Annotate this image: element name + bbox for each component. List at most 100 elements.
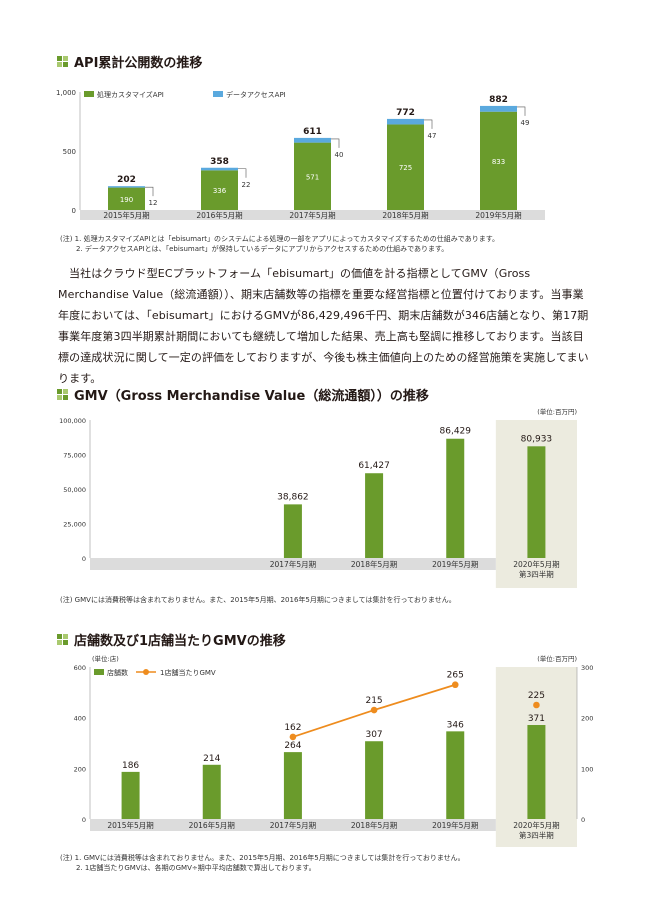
- gmv-bar-label: 80,933: [521, 434, 553, 444]
- unit-label: (単位:百万円): [537, 407, 577, 416]
- unit-right-label: (単位:百万円): [537, 654, 577, 663]
- legend-swatch-stores: [94, 669, 104, 675]
- store-bar: [121, 771, 140, 819]
- x-tick-label: 2015年5月期: [103, 210, 149, 220]
- x-tick-label: 2017年5月期: [289, 210, 335, 220]
- section-bullet-icon: [57, 56, 68, 67]
- leader-line: [238, 168, 247, 178]
- bar-value-customize: 833: [492, 158, 505, 166]
- store-bar: [446, 731, 465, 819]
- gmv-bar-label: 38,862: [277, 492, 309, 502]
- x-tick-label: 2015年5月期: [107, 820, 153, 830]
- gmv-per-store-point: [451, 681, 459, 689]
- gmv-per-store-label: 162: [284, 723, 301, 733]
- store-bar-label: 186: [122, 761, 139, 771]
- x-axis-band: [90, 819, 496, 831]
- x-tick-label: 第3四半期: [519, 830, 554, 840]
- x-tick-label: 2016年5月期: [196, 210, 242, 220]
- store-bar-label: 346: [447, 720, 464, 730]
- gmv-per-store-point: [289, 733, 297, 741]
- y-tick-label: 75,000: [63, 452, 86, 460]
- store-bar: [365, 741, 384, 819]
- bar-value-customize: 336: [213, 187, 227, 195]
- legend-label-data-access: データアクセスAPI: [226, 90, 286, 99]
- legend-marker-gmv-per-store: [143, 669, 149, 675]
- x-tick-label: 2020年5月期: [513, 820, 559, 830]
- api-note-1: (注) 1. 処理カスタマイズAPIとは「ebisumart」のシステムによる処…: [60, 235, 500, 243]
- x-tick-label: 2019年5月期: [432, 559, 478, 569]
- legend-label-customize: 処理カスタマイズAPI: [97, 90, 164, 99]
- store-bar-label: 214: [203, 754, 220, 764]
- api-section-title: API累計公開数の推移: [57, 52, 202, 71]
- bar-value-customize: 725: [399, 164, 412, 172]
- leader-line: [331, 138, 340, 148]
- y-left-tick-label: 600: [74, 664, 86, 672]
- bar-value-data-access: 47: [428, 132, 437, 140]
- x-tick-label: 第3四半期: [519, 569, 554, 579]
- bar-total-label: 202: [117, 175, 136, 185]
- bar-value-data-access: 22: [242, 181, 251, 189]
- x-tick-label: 2018年5月期: [351, 820, 397, 830]
- store-note-2: 2. 1店舗当たりGMVは、各期のGMV÷期中平均店舗数で算出しております。: [76, 864, 316, 872]
- y-tick-label: 0: [82, 555, 86, 563]
- gmv-bar: [283, 504, 302, 558]
- y-tick-label: 0: [72, 207, 76, 215]
- legend-label-gmv-per-store: 1店舗当たりGMV: [160, 668, 216, 677]
- store-bar-label: 371: [528, 714, 545, 724]
- y-right-tick-label: 100: [581, 765, 593, 773]
- gmv-section-title: GMV（Gross Merchandise Value（総流通額））の推移: [57, 385, 429, 404]
- x-tick-label: 2018年5月期: [351, 559, 397, 569]
- x-tick-label: 2018年5月期: [382, 210, 428, 220]
- y-tick-label: 500: [63, 148, 76, 156]
- legend-swatch-data-access: [213, 91, 223, 97]
- x-axis-band: [80, 210, 545, 220]
- x-tick-label: 2016年5月期: [189, 820, 235, 830]
- y-left-tick-label: 200: [74, 765, 86, 773]
- store-bar: [283, 752, 302, 819]
- bar-total-label: 882: [489, 95, 508, 105]
- x-tick-label: 2017年5月期: [270, 820, 316, 830]
- gmv-bar-label: 61,427: [358, 461, 390, 471]
- gmv-per-store-label: 215: [365, 696, 382, 706]
- y-tick-label: 25,000: [63, 521, 86, 529]
- store-note-1: (注) 1. GMVには消費税等は含まれておりません。また、2015年5月期、2…: [60, 854, 465, 862]
- y-left-tick-label: 400: [74, 715, 86, 723]
- bar-data-access-api: [201, 167, 238, 171]
- x-tick-label: 2017年5月期: [270, 559, 316, 569]
- bar-total-label: 772: [396, 108, 415, 118]
- bar-customize-api: [294, 142, 331, 210]
- gmv-bar-label: 86,429: [440, 427, 472, 437]
- leader-line: [424, 119, 433, 129]
- bar-value-data-access: 12: [149, 199, 158, 207]
- bar-data-access-api: [480, 105, 517, 112]
- y-right-tick-label: 300: [581, 664, 593, 672]
- gmv-chart: 100,000 75,000 50,000 25,000 0 (単位:百万円) 38,862…: [59, 407, 577, 588]
- gmv-per-store-label: 265: [447, 671, 464, 681]
- section-bullet-icon: [57, 634, 68, 645]
- store-bar-label: 307: [365, 730, 382, 740]
- store-bar-label: 264: [284, 741, 301, 751]
- bar-customize-api: [108, 187, 145, 210]
- api-section-title-text: API累計公開数の推移: [74, 56, 203, 71]
- leader-line: [145, 186, 154, 197]
- legend-label-stores: 店舗数: [107, 668, 128, 677]
- gmv-note: (注) GMVには消費税等は含まれておりません。また、2015年5月期、2016…: [60, 596, 456, 604]
- store-section-title-text: 店舗数及び1店舗当たりGMVの推移: [74, 634, 286, 649]
- y-left-tick-label: 0: [82, 816, 86, 824]
- gmv-section-title-text: GMV（Gross Merchandise Value（総流通額））の推移: [74, 389, 429, 404]
- unit-left-label: (単位:店): [92, 654, 119, 663]
- x-tick-label: 2019年5月期: [432, 820, 478, 830]
- x-tick-label: 2019年5月期: [475, 210, 521, 220]
- y-right-tick-label: 0: [581, 816, 585, 824]
- bar-data-access-api: [294, 137, 331, 143]
- section-bullet-icon: [57, 389, 68, 400]
- bar-value-data-access: 40: [335, 151, 344, 159]
- api-note-2: 2. データアクセスAPIとは、「ebisumart」が保持しているデータにアプ…: [76, 245, 449, 253]
- store-bar: [527, 725, 546, 819]
- bar-data-access-api: [387, 118, 424, 125]
- gmv-per-store-point: [370, 706, 378, 714]
- bar-customize-api: [201, 170, 238, 210]
- bar-value-customize: 571: [306, 173, 319, 181]
- bar-total-label: 611: [303, 127, 322, 137]
